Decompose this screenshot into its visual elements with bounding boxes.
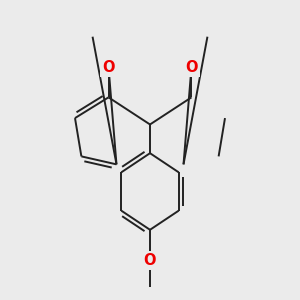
Text: O: O (185, 59, 198, 74)
Text: O: O (144, 253, 156, 268)
Text: O: O (102, 59, 115, 74)
